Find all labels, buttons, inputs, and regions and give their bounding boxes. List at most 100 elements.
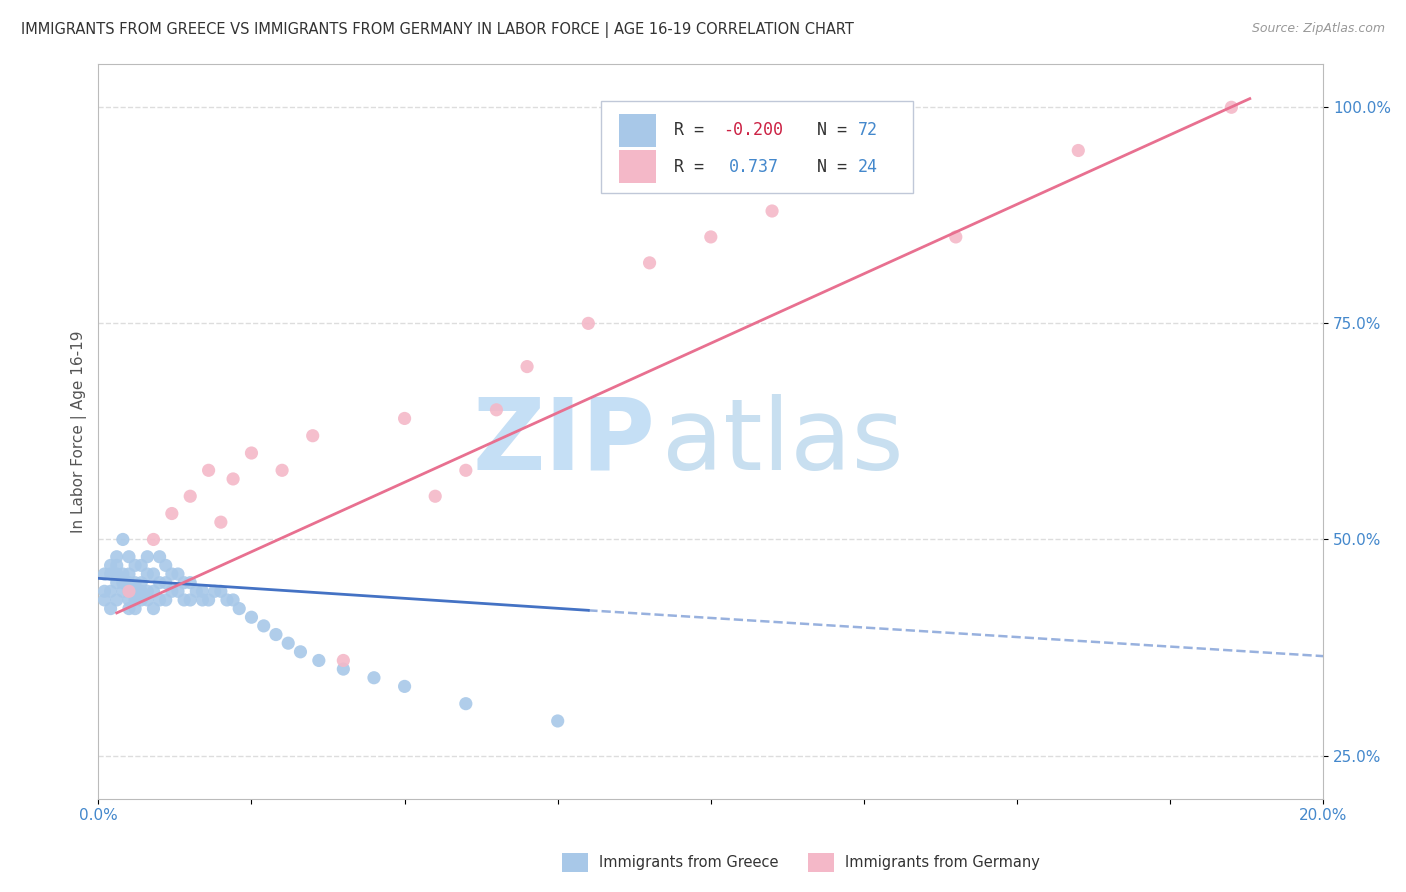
Point [186, 584, 208, 599]
Point [167, 584, 190, 599]
Text: N =: N = [797, 158, 856, 176]
Point [118, 549, 141, 564]
Y-axis label: In Labor Force | Age 16-19: In Labor Force | Age 16-19 [72, 330, 87, 533]
Point [167, 567, 190, 582]
FancyBboxPatch shape [600, 101, 912, 193]
Point [253, 619, 276, 633]
Text: N =: N = [797, 121, 856, 139]
Point [301, 428, 323, 442]
Point [111, 567, 134, 582]
Point [394, 679, 416, 693]
Text: Source: ZipAtlas.com: Source: ZipAtlas.com [1251, 22, 1385, 36]
Point [100, 584, 122, 599]
Point [547, 714, 569, 728]
Point [485, 402, 508, 417]
Point [129, 575, 152, 590]
Point [129, 584, 152, 599]
Point [105, 575, 128, 590]
Point [191, 584, 214, 599]
FancyBboxPatch shape [619, 113, 655, 146]
Point [118, 575, 141, 590]
Point [394, 411, 416, 425]
Point [142, 584, 165, 599]
Point [118, 601, 141, 615]
Point [179, 489, 201, 503]
Text: atlas: atlas [662, 394, 904, 491]
Point [222, 472, 245, 486]
Point [100, 601, 122, 615]
Point [204, 584, 226, 599]
Point [179, 593, 201, 607]
Point [100, 558, 122, 573]
Point [363, 671, 385, 685]
Text: Immigrants from Greece: Immigrants from Greece [599, 855, 779, 870]
Point [100, 567, 122, 582]
Point [1067, 144, 1090, 158]
Point [160, 584, 183, 599]
Text: IMMIGRANTS FROM GREECE VS IMMIGRANTS FROM GERMANY IN LABOR FORCE | AGE 16-19 COR: IMMIGRANTS FROM GREECE VS IMMIGRANTS FRO… [21, 22, 853, 38]
Point [124, 558, 146, 573]
Point [228, 601, 250, 615]
Point [118, 584, 141, 599]
Point [124, 584, 146, 599]
Text: 24: 24 [858, 158, 877, 176]
Point [105, 593, 128, 607]
Point [149, 593, 172, 607]
Point [264, 627, 287, 641]
Point [124, 601, 146, 615]
Point [118, 593, 141, 607]
Point [136, 584, 159, 599]
Text: ZIP: ZIP [472, 394, 655, 491]
Point [93, 567, 115, 582]
Text: R =: R = [673, 158, 714, 176]
Point [142, 567, 165, 582]
Point [290, 645, 312, 659]
Point [173, 575, 195, 590]
Point [638, 256, 661, 270]
Point [124, 593, 146, 607]
Point [197, 463, 219, 477]
Point [129, 558, 152, 573]
Point [700, 230, 723, 244]
Point [149, 549, 172, 564]
Point [576, 317, 599, 331]
Point [111, 584, 134, 599]
Point [454, 697, 477, 711]
FancyBboxPatch shape [619, 151, 655, 184]
Point [136, 549, 159, 564]
Point [155, 558, 177, 573]
Point [209, 584, 232, 599]
Text: 0.737: 0.737 [730, 158, 779, 176]
Point [160, 507, 183, 521]
Point [179, 575, 201, 590]
Point [332, 662, 354, 676]
Point [155, 593, 177, 607]
Point [93, 584, 115, 599]
Text: -0.200: -0.200 [723, 121, 783, 139]
Point [197, 593, 219, 607]
Point [240, 446, 263, 460]
Point [332, 653, 354, 667]
Point [118, 567, 141, 582]
Point [761, 204, 783, 219]
Point [516, 359, 538, 374]
Point [823, 169, 845, 184]
Point [142, 601, 165, 615]
Point [105, 558, 128, 573]
Point [136, 593, 159, 607]
Point [118, 584, 141, 599]
Point [105, 567, 128, 582]
Point [454, 463, 477, 477]
Point [111, 533, 134, 547]
Point [191, 593, 214, 607]
Point [173, 593, 195, 607]
Point [215, 593, 238, 607]
Point [945, 230, 967, 244]
Point [93, 593, 115, 607]
Point [209, 515, 232, 529]
Point [136, 567, 159, 582]
Point [105, 549, 128, 564]
Point [149, 575, 172, 590]
Point [129, 593, 152, 607]
Point [155, 575, 177, 590]
